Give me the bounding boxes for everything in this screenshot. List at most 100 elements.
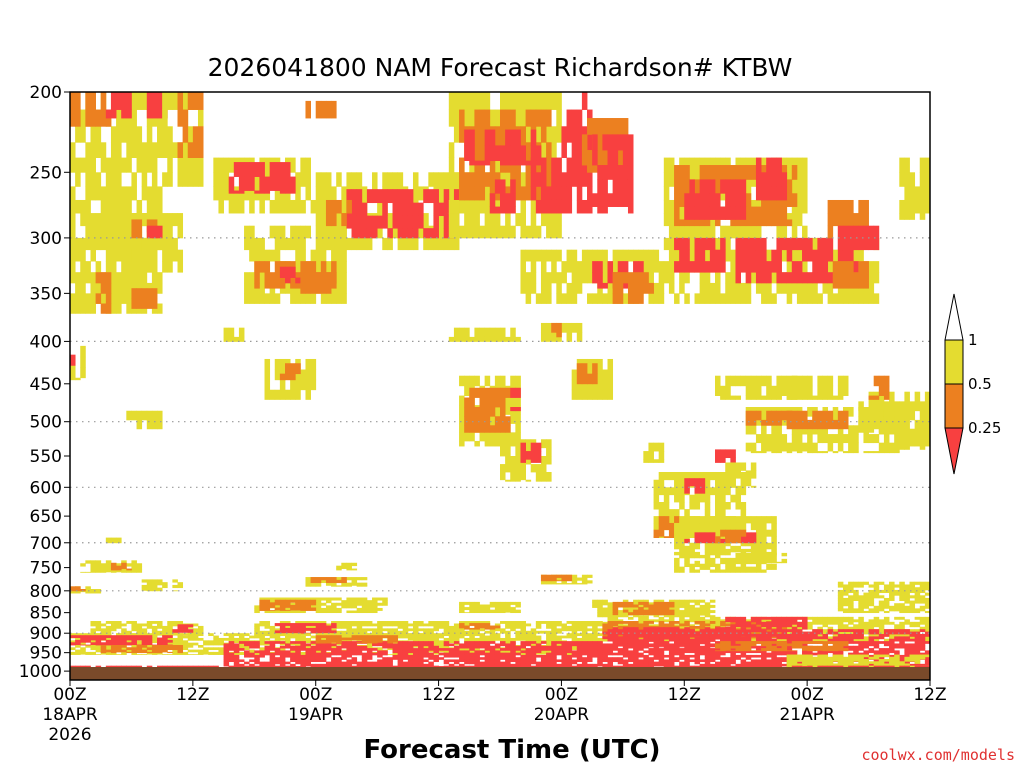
heatmap-cell bbox=[766, 249, 772, 262]
heatmap-cell bbox=[561, 625, 567, 629]
heatmap-cell bbox=[715, 449, 721, 459]
heatmap-cell bbox=[735, 179, 741, 194]
heatmap-cell bbox=[459, 327, 465, 338]
heatmap-cell bbox=[361, 630, 368, 634]
heatmap-cell bbox=[300, 199, 306, 214]
heatmap-cell bbox=[505, 447, 511, 457]
heatmap-cell bbox=[796, 199, 803, 214]
heatmap-cell bbox=[412, 623, 419, 627]
heatmap-cell bbox=[766, 206, 772, 220]
heatmap-cell bbox=[699, 516, 706, 524]
heatmap-cell bbox=[668, 487, 675, 496]
heatmap-cell bbox=[837, 261, 844, 273]
heatmap-cell bbox=[448, 630, 455, 634]
heatmap-cell bbox=[520, 172, 526, 187]
heatmap-cell bbox=[704, 566, 711, 570]
heatmap-cell bbox=[464, 129, 470, 146]
heatmap-cell bbox=[899, 584, 905, 588]
heatmap-cell bbox=[715, 272, 721, 284]
heatmap-cell bbox=[643, 621, 649, 624]
heatmap-cell bbox=[90, 571, 96, 573]
heatmap-cell bbox=[848, 199, 854, 214]
heatmap-cell bbox=[807, 407, 813, 417]
heatmap-cell bbox=[791, 272, 798, 284]
heatmap-cell bbox=[131, 625, 137, 629]
heatmap-cell bbox=[720, 522, 726, 531]
heatmap-cell bbox=[709, 522, 716, 531]
heatmap-cell bbox=[177, 621, 184, 624]
heatmap-cell bbox=[761, 395, 767, 400]
heatmap-cell bbox=[254, 249, 260, 262]
heatmap-cell bbox=[530, 282, 537, 294]
heatmap-cell bbox=[873, 634, 880, 637]
heatmap-cell bbox=[699, 522, 706, 531]
heatmap-cell bbox=[812, 451, 818, 454]
heatmap-cell bbox=[500, 160, 506, 166]
heatmap-cell bbox=[305, 186, 311, 201]
heatmap-cell bbox=[274, 237, 281, 251]
heatmap-cell bbox=[730, 548, 736, 553]
heatmap-cell bbox=[914, 419, 921, 430]
heatmap-cell bbox=[500, 375, 506, 387]
heatmap-cell bbox=[141, 237, 148, 251]
heatmap-cell bbox=[858, 407, 864, 417]
heatmap-cell bbox=[848, 600, 854, 604]
heatmap-cell bbox=[75, 249, 81, 262]
heatmap-cell bbox=[592, 249, 598, 262]
heatmap-cell bbox=[694, 615, 701, 618]
heatmap-cell bbox=[689, 569, 695, 573]
heatmap-cell bbox=[924, 199, 931, 214]
heatmap-cell bbox=[146, 579, 153, 583]
heatmap-cell bbox=[402, 628, 409, 632]
heatmap-cell bbox=[285, 363, 291, 375]
heatmap-cell bbox=[546, 157, 552, 173]
heatmap-cell bbox=[581, 574, 588, 578]
heatmap-cell bbox=[581, 580, 588, 584]
heatmap-cell bbox=[679, 599, 685, 603]
heatmap-cell bbox=[924, 172, 931, 187]
heatmap-cell bbox=[325, 199, 332, 214]
heatmap-cell bbox=[679, 522, 685, 531]
heatmap-cell bbox=[510, 407, 516, 412]
heatmap-cell bbox=[720, 516, 726, 524]
heatmap-cell bbox=[627, 616, 634, 620]
heatmap-cell bbox=[325, 607, 332, 611]
heatmap-cell bbox=[197, 625, 204, 629]
heatmap-cell bbox=[126, 261, 132, 273]
heatmap-cell bbox=[904, 610, 910, 614]
heatmap-cell bbox=[919, 621, 926, 625]
heatmap-cell bbox=[766, 272, 772, 284]
heatmap-cell bbox=[909, 595, 916, 599]
heatmap-cell bbox=[172, 92, 178, 110]
heatmap-cell bbox=[883, 597, 890, 601]
heatmap-cell bbox=[80, 293, 86, 304]
heatmap-cell bbox=[300, 249, 306, 262]
heatmap-cell bbox=[587, 621, 593, 624]
heatmap-cell bbox=[126, 225, 132, 239]
heatmap-cell bbox=[730, 449, 736, 459]
heatmap-cell bbox=[331, 597, 337, 601]
heatmap-cell bbox=[745, 532, 752, 540]
heatmap-cell bbox=[540, 456, 547, 465]
heatmap-cell bbox=[612, 165, 619, 180]
heatmap-cell bbox=[310, 630, 317, 634]
heatmap-cell bbox=[894, 634, 900, 637]
heatmap-cell bbox=[162, 584, 168, 589]
heatmap-cell bbox=[663, 237, 670, 251]
heatmap-cell bbox=[638, 616, 644, 620]
heatmap-cell bbox=[699, 607, 706, 611]
heatmap-cell bbox=[453, 628, 460, 632]
heatmap-cell bbox=[100, 272, 107, 284]
heatmap-cell bbox=[889, 587, 895, 591]
heatmap-cell bbox=[85, 225, 91, 239]
heatmap-cell bbox=[494, 607, 501, 611]
heatmap-cell bbox=[341, 582, 347, 586]
heatmap-cell bbox=[868, 592, 875, 596]
heatmap-cell bbox=[735, 494, 741, 503]
heatmap-cell bbox=[325, 225, 332, 239]
heatmap-cell bbox=[540, 583, 547, 585]
heatmap-cell bbox=[863, 272, 869, 284]
heatmap-cell bbox=[285, 190, 291, 194]
heatmap-cell bbox=[919, 589, 926, 594]
heatmap-cell bbox=[592, 373, 598, 385]
